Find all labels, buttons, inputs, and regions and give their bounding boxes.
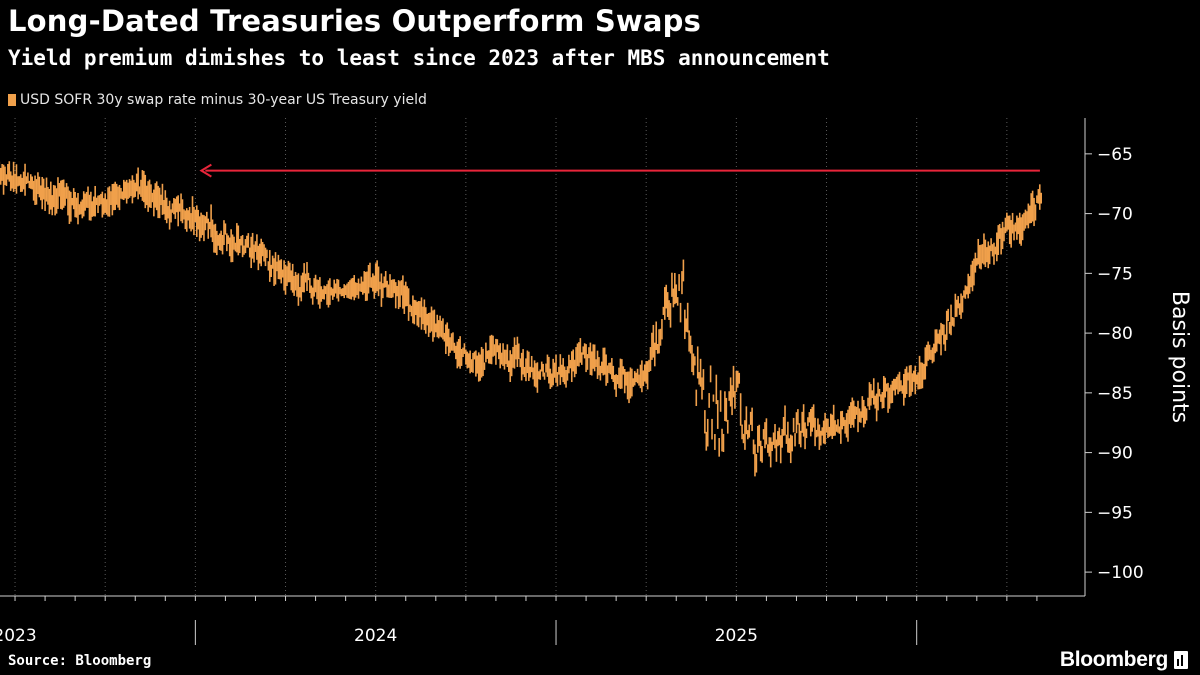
y-tick-label: −100 — [1097, 563, 1144, 583]
y-tick-label: −70 — [1097, 205, 1133, 225]
legend: USD SOFR 30y swap rate minus 30-year US … — [8, 92, 427, 108]
y-tick-label: −65 — [1097, 145, 1133, 165]
y-tick-label: −90 — [1097, 444, 1133, 464]
y-tick-label: −95 — [1097, 503, 1133, 523]
y-tick-label: −75 — [1097, 264, 1133, 284]
brand: Bloomberg — [1060, 648, 1188, 672]
y-tick-label: −85 — [1097, 384, 1133, 404]
x-tick-label: 2024 — [354, 626, 397, 646]
brand-name: Bloomberg — [1059, 648, 1168, 671]
legend-label: USD SOFR 30y swap rate minus 30-year US … — [20, 92, 427, 108]
chart-subtitle: Yield premium dimishes to least since 20… — [8, 46, 830, 70]
source-note: Source: Bloomberg — [8, 653, 152, 669]
x-tick-label: 2025 — [715, 626, 758, 646]
legend-swatch — [8, 94, 16, 106]
annotation-arrow-head — [199, 163, 212, 178]
y-tick-label: −80 — [1097, 324, 1133, 344]
y-axis-title: Basis points — [1167, 291, 1192, 423]
x-tick-label: 2023 — [0, 626, 37, 646]
bloomberg-logo-icon — [1174, 651, 1188, 669]
chart-title: Long-Dated Treasuries Outperform Swaps — [8, 4, 702, 38]
